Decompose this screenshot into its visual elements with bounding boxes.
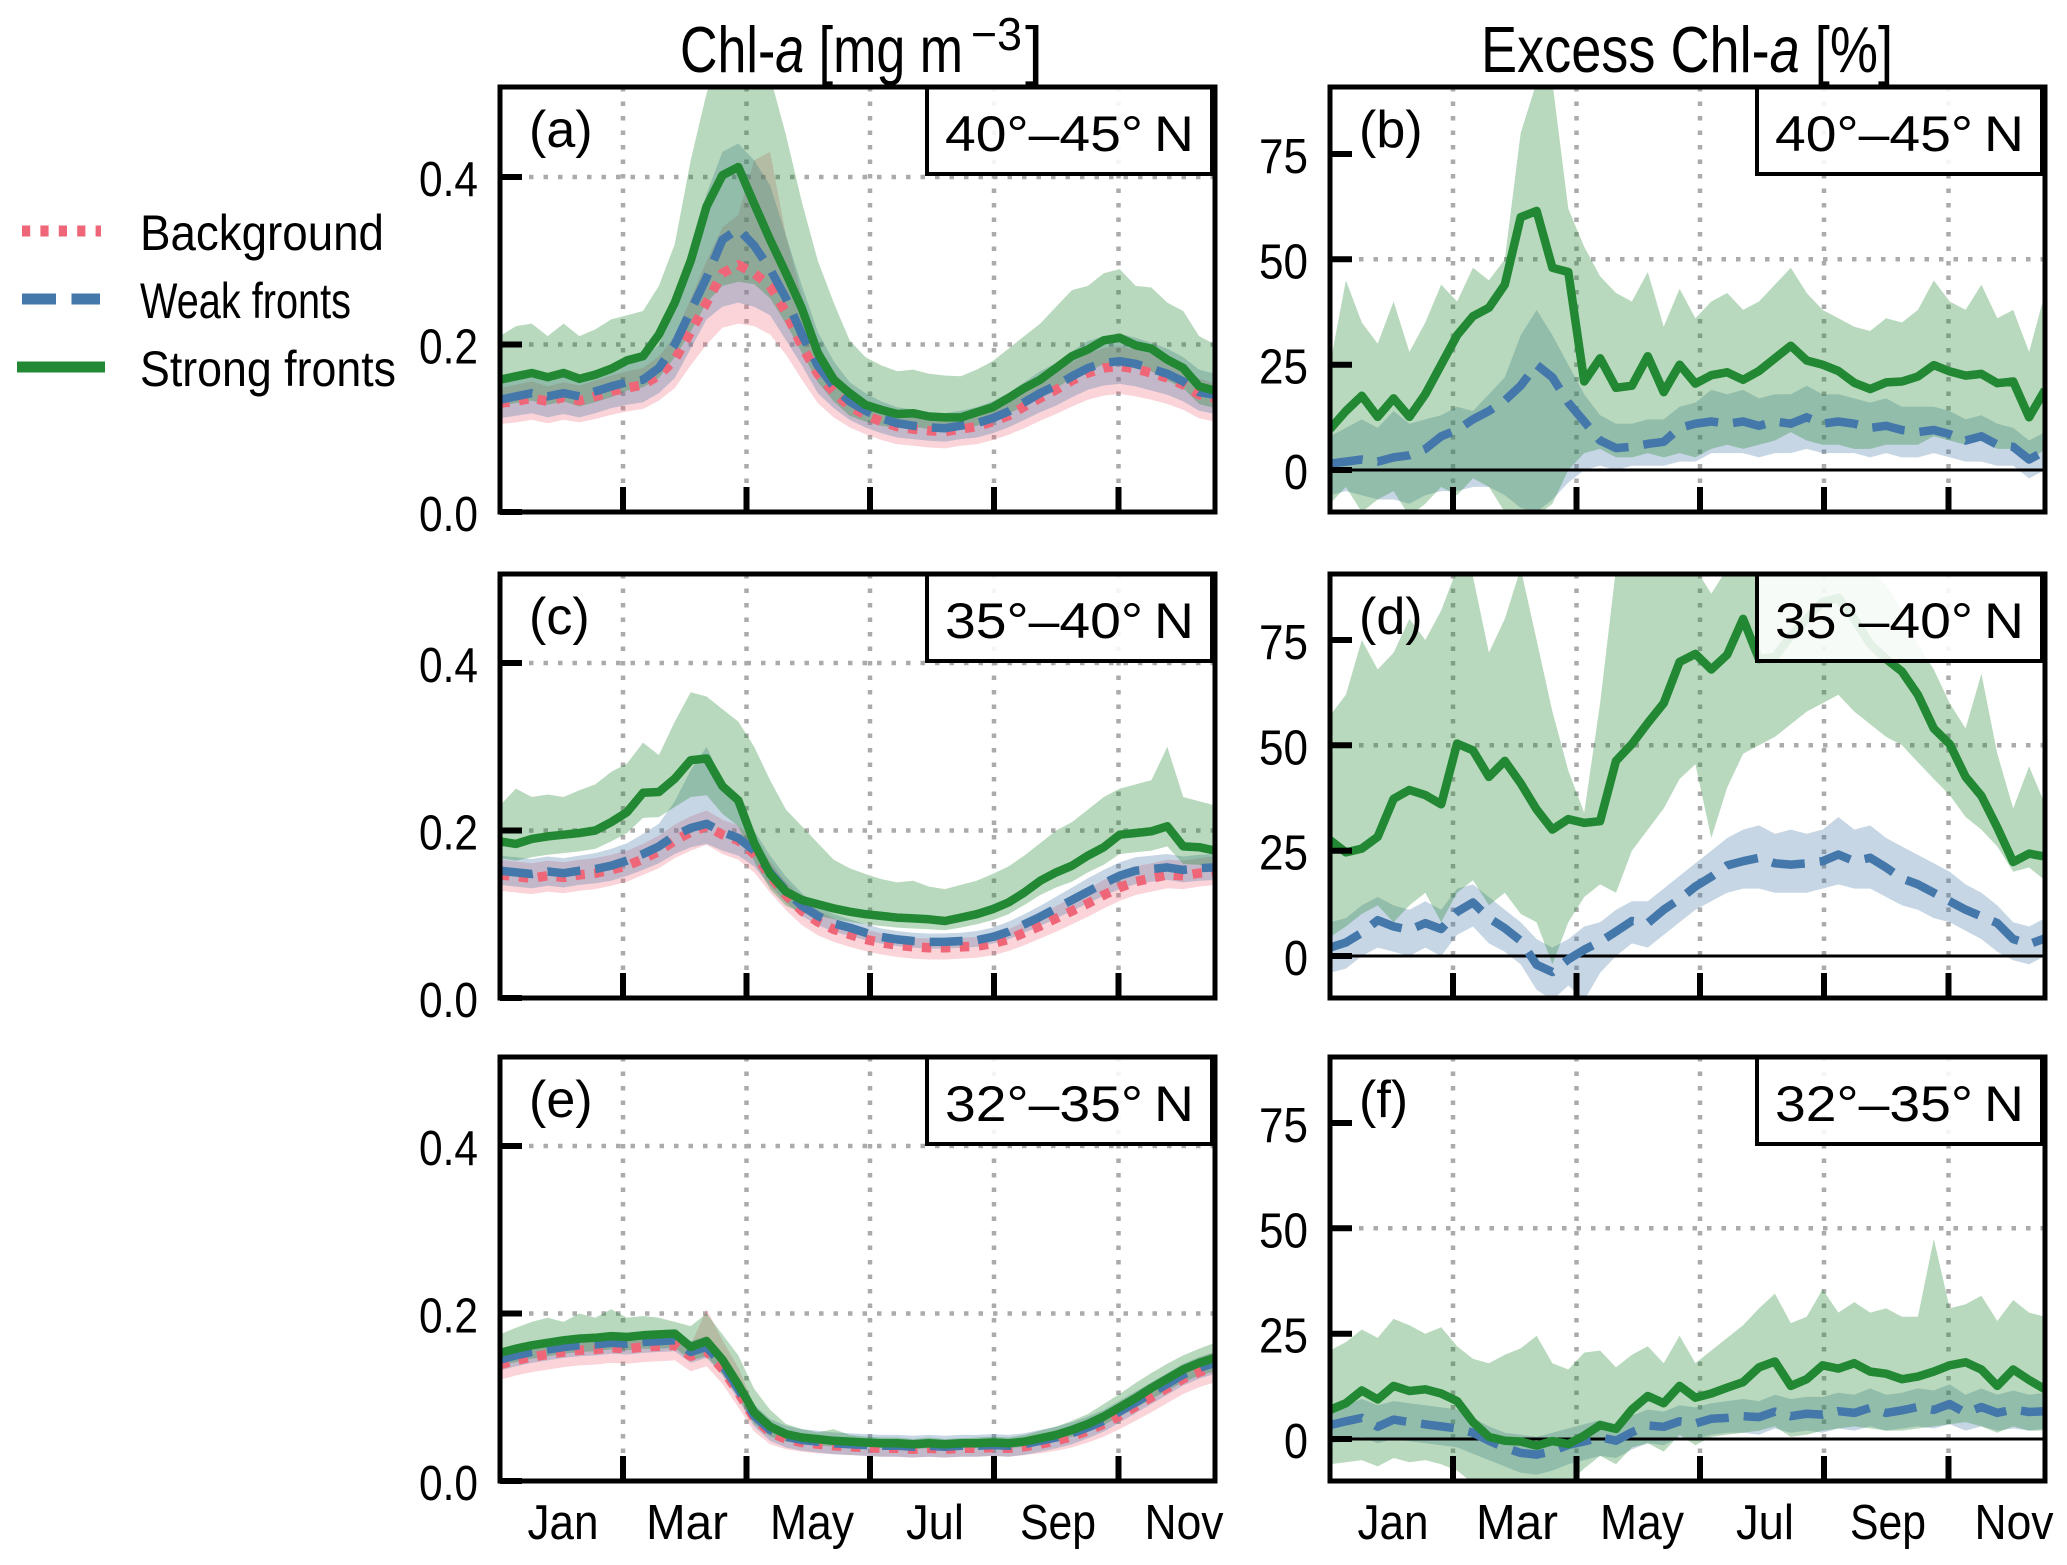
- svg-text:35°–40° N: 35°–40° N: [1775, 593, 2024, 649]
- svg-text:75: 75: [1259, 130, 1308, 184]
- svg-text:−3: −3: [971, 8, 1022, 60]
- svg-text:0.2: 0.2: [419, 321, 478, 375]
- svg-text:0: 0: [1284, 1415, 1308, 1469]
- svg-text:Jul: Jul: [1736, 1496, 1794, 1550]
- svg-text:Jul: Jul: [906, 1496, 964, 1550]
- svg-text:75: 75: [1259, 616, 1308, 670]
- svg-text:0.4: 0.4: [419, 1122, 478, 1176]
- svg-text:40°–45° N: 40°–45° N: [1775, 106, 2024, 162]
- svg-text:50: 50: [1259, 235, 1308, 289]
- svg-text:(d): (d): [1359, 588, 1423, 646]
- svg-text:50: 50: [1259, 1204, 1308, 1258]
- svg-text:Nov: Nov: [1975, 1496, 2054, 1550]
- svg-text:0: 0: [1284, 932, 1308, 986]
- svg-text:32°–35° N: 32°–35° N: [1775, 1076, 2024, 1132]
- svg-text:Weak fronts: Weak fronts: [140, 273, 351, 329]
- svg-text:(e): (e): [529, 1071, 593, 1129]
- svg-text:25: 25: [1259, 1310, 1308, 1364]
- svg-text:Jan: Jan: [528, 1496, 599, 1550]
- svg-text:(f): (f): [1359, 1071, 1408, 1129]
- svg-text:Sep: Sep: [1850, 1496, 1926, 1550]
- svg-text:25: 25: [1259, 827, 1308, 881]
- svg-text:0.2: 0.2: [419, 807, 478, 861]
- svg-text:75: 75: [1259, 1099, 1308, 1153]
- svg-text:25: 25: [1259, 341, 1308, 395]
- svg-text:0.0: 0.0: [419, 1457, 478, 1511]
- svg-text:32°–35° N: 32°–35° N: [945, 1076, 1194, 1132]
- svg-text:0.0: 0.0: [419, 488, 478, 542]
- svg-text:May: May: [770, 1496, 854, 1550]
- svg-text:(b): (b): [1359, 101, 1423, 159]
- svg-text:0.4: 0.4: [419, 639, 478, 693]
- svg-text:(a): (a): [529, 101, 593, 159]
- svg-text:40°–45° N: 40°–45° N: [945, 106, 1194, 162]
- svg-text:Strong fronts: Strong fronts: [140, 341, 396, 397]
- svg-text:Mar: Mar: [646, 1496, 728, 1550]
- svg-text:(c): (c): [529, 588, 590, 646]
- svg-text:]: ]: [1025, 13, 1043, 86]
- svg-text:Background: Background: [140, 205, 384, 261]
- svg-text:0.4: 0.4: [419, 153, 478, 207]
- svg-text:0.0: 0.0: [419, 974, 478, 1028]
- svg-text:Sep: Sep: [1020, 1496, 1096, 1550]
- svg-text:Nov: Nov: [1145, 1496, 1224, 1550]
- svg-text:May: May: [1600, 1496, 1684, 1550]
- svg-text:Excess Chl-a [%]: Excess Chl-a [%]: [1481, 13, 1893, 86]
- svg-text:0: 0: [1284, 446, 1308, 500]
- svg-text:Chl-a [mg m: Chl-a [mg m: [680, 13, 963, 86]
- svg-text:Mar: Mar: [1476, 1496, 1558, 1550]
- svg-text:Jan: Jan: [1358, 1496, 1429, 1550]
- svg-text:50: 50: [1259, 721, 1308, 775]
- svg-text:35°–40° N: 35°–40° N: [945, 593, 1194, 649]
- svg-text:0.2: 0.2: [419, 1290, 478, 1344]
